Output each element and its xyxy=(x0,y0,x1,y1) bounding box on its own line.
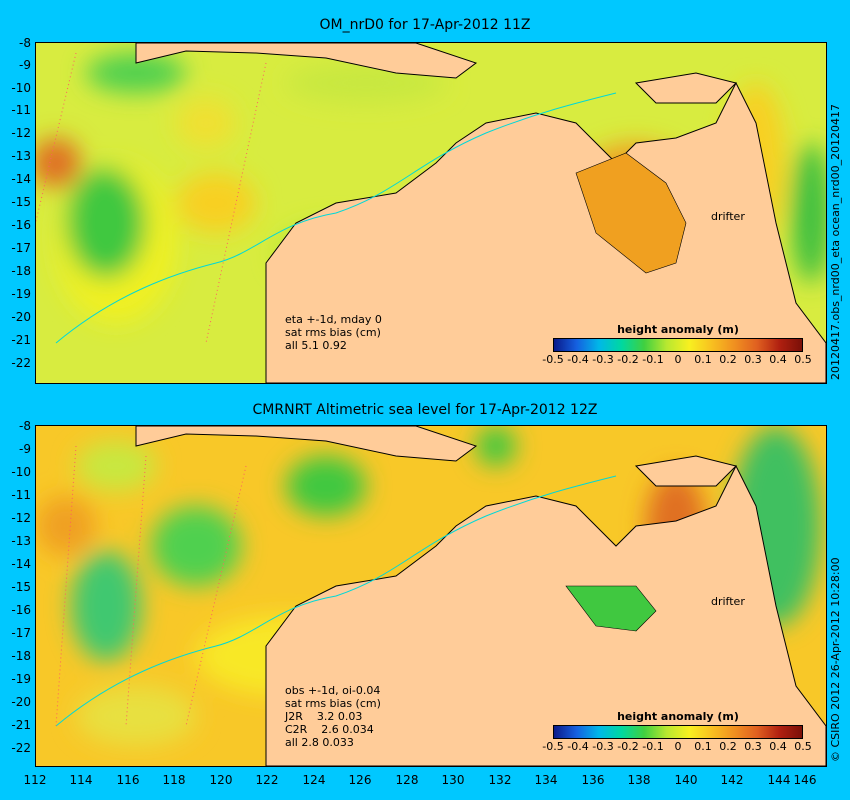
top-map-svg xyxy=(36,43,826,383)
y-tick: -20 xyxy=(11,695,31,709)
x-tick: 138 xyxy=(627,773,651,787)
y-tick: -9 xyxy=(19,58,31,72)
legend-tick: -0.2 xyxy=(617,740,639,753)
bottom-legend: height anomaly (m) -0.5 -0.4 -0.3 -0.2 -… xyxy=(542,710,811,753)
legend-colorbar xyxy=(553,725,803,739)
y-tick: -19 xyxy=(11,287,31,301)
x-tick: 126 xyxy=(348,773,372,787)
x-tick: 122 xyxy=(255,773,279,787)
legend-tick: -0.4 xyxy=(567,740,589,753)
legend-ticks: -0.5 -0.4 -0.3 -0.2 -0.1 0 0.1 0.2 0.3 0… xyxy=(542,739,811,753)
x-tick: 128 xyxy=(395,773,419,787)
x-tick: 118 xyxy=(162,773,186,787)
y-tick: -20 xyxy=(11,310,31,324)
legend-tick: 0.1 xyxy=(694,740,712,753)
legend-tick: 0.2 xyxy=(719,740,737,753)
y-tick: -11 xyxy=(11,103,31,117)
info-line: obs +-1d, oi-0.04 xyxy=(285,684,381,697)
legend-title: height anomaly (m) xyxy=(617,710,739,723)
y-tick: -11 xyxy=(11,488,31,502)
bottom-map-svg xyxy=(36,426,826,766)
y-tick: -21 xyxy=(11,333,31,347)
legend-tick: -0.3 xyxy=(592,740,614,753)
y-tick: -22 xyxy=(11,741,31,755)
x-tick: 144 xyxy=(767,773,791,787)
top-info-block: eta +-1d, mday 0 sat rms bias (cm) all 5.1… xyxy=(285,313,382,352)
legend-tick: -0.5 xyxy=(542,353,564,366)
y-tick: -12 xyxy=(11,511,31,525)
legend-tick: 0 xyxy=(674,740,682,753)
legend-tick: 0.5 xyxy=(794,353,812,366)
x-tick: 130 xyxy=(441,773,465,787)
legend-tick: -0.5 xyxy=(542,740,564,753)
x-tick: 116 xyxy=(116,773,140,787)
info-line: sat rms bias (cm) xyxy=(285,697,381,710)
info-line: J2R 3.2 0.03 xyxy=(285,710,363,723)
y-tick: -10 xyxy=(11,81,31,95)
top-panel-title: OM_nrD0 for 17-Apr-2012 11Z xyxy=(319,17,531,33)
legend-tick: 0.2 xyxy=(719,353,737,366)
y-tick: -18 xyxy=(11,649,31,663)
y-tick: -18 xyxy=(11,264,31,278)
legend-tick: 0 xyxy=(674,353,682,366)
y-tick: -8 xyxy=(19,419,31,433)
top-map-panel xyxy=(35,42,827,384)
y-tick: -12 xyxy=(11,126,31,140)
info-line: eta +-1d, mday 0 xyxy=(285,313,382,326)
x-tick: 134 xyxy=(534,773,558,787)
legend-tick: 0.3 xyxy=(744,353,762,366)
legend-tick: -0.1 xyxy=(642,353,664,366)
y-tick: -17 xyxy=(11,241,31,255)
y-tick: -14 xyxy=(11,172,31,186)
x-tick: 146 xyxy=(793,773,817,787)
x-tick: 140 xyxy=(674,773,698,787)
legend-tick: 0.1 xyxy=(694,353,712,366)
legend-tick: -0.2 xyxy=(617,353,639,366)
y-tick: -8 xyxy=(19,36,31,50)
bottom-info-block: obs +-1d, oi-0.04 sat rms bias (cm) J2R 3.… xyxy=(285,684,381,749)
x-tick: 132 xyxy=(488,773,512,787)
bottom-panel-title: CMRNRT Altimetric sea level for 17-Apr-2… xyxy=(252,402,598,418)
legend-tick: 0.5 xyxy=(794,740,812,753)
y-tick: -14 xyxy=(11,557,31,571)
legend-tick: -0.3 xyxy=(592,353,614,366)
y-tick: -22 xyxy=(11,356,31,370)
info-line: C2R 2.6 0.034 xyxy=(285,723,374,736)
bottom-drifter-label: drifter xyxy=(711,595,745,608)
info-line: sat rms bias (cm) xyxy=(285,326,381,339)
legend-tick: 0.4 xyxy=(769,740,787,753)
y-tick: -16 xyxy=(11,603,31,617)
y-tick: -21 xyxy=(11,718,31,732)
y-tick: -16 xyxy=(11,218,31,232)
legend-tick: -0.1 xyxy=(642,740,664,753)
x-tick: 136 xyxy=(581,773,605,787)
bottom-map-panel xyxy=(35,425,827,767)
x-tick: 112 xyxy=(23,773,47,787)
legend-colorbar xyxy=(553,338,803,352)
x-tick: 120 xyxy=(209,773,233,787)
legend-tick: 0.3 xyxy=(744,740,762,753)
y-tick: -13 xyxy=(11,534,31,548)
x-tick: 124 xyxy=(302,773,326,787)
y-tick: -13 xyxy=(11,149,31,163)
legend-tick: -0.4 xyxy=(567,353,589,366)
legend-title: height anomaly (m) xyxy=(617,323,739,336)
legend-ticks: -0.5 -0.4 -0.3 -0.2 -0.1 0 0.1 0.2 0.3 0… xyxy=(542,352,811,366)
y-tick: -9 xyxy=(19,442,31,456)
top-legend: height anomaly (m) -0.5 -0.4 -0.3 -0.2 -… xyxy=(542,323,811,366)
y-tick: -10 xyxy=(11,465,31,479)
y-tick: -15 xyxy=(11,195,31,209)
x-tick: 114 xyxy=(69,773,93,787)
top-side-label: 20120417.obs_nrd00_eta ocean_nrd00_20120… xyxy=(829,103,842,380)
info-line: all 5.1 0.92 xyxy=(285,339,347,352)
x-tick: 142 xyxy=(720,773,744,787)
y-tick: -17 xyxy=(11,626,31,640)
legend-tick: 0.4 xyxy=(769,353,787,366)
top-drifter-label: drifter xyxy=(711,210,745,223)
y-tick: -15 xyxy=(11,580,31,594)
y-tick: -19 xyxy=(11,672,31,686)
info-line: all 2.8 0.033 xyxy=(285,736,354,749)
bottom-side-label: © CSIRO 2012 26-Apr-2012 10:28:00 xyxy=(829,557,842,762)
